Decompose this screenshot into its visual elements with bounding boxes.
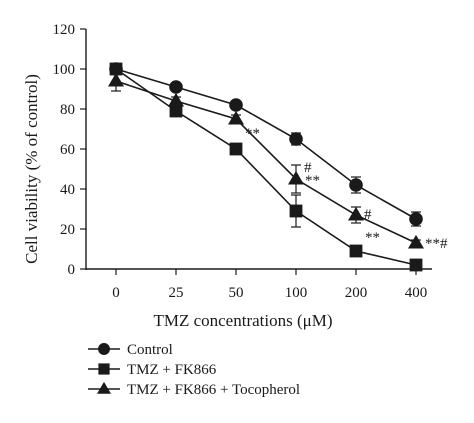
data-point-circle bbox=[169, 80, 183, 94]
data-point-circle bbox=[409, 212, 423, 226]
series-line bbox=[115, 68, 417, 266]
significance-annotation: # bbox=[304, 160, 312, 176]
data-point-triangle bbox=[288, 170, 304, 185]
significance-annotation: ** bbox=[305, 173, 320, 189]
data-point-square bbox=[289, 204, 303, 218]
x-axis-label: TMZ concentrations (μM) bbox=[153, 311, 332, 330]
data-point-circle bbox=[229, 98, 243, 112]
x-tick-label: 25 bbox=[169, 285, 184, 301]
x-tick-label: 400 bbox=[405, 285, 428, 301]
data-point-triangle bbox=[108, 72, 124, 87]
data-point-triangle bbox=[408, 234, 424, 249]
series-line bbox=[115, 80, 417, 244]
significance-annotation: **# bbox=[425, 236, 448, 252]
y-tick-label: 100 bbox=[53, 62, 76, 78]
data-point-square bbox=[109, 62, 123, 76]
series-square bbox=[109, 62, 423, 272]
significance-annotation: # bbox=[364, 207, 372, 223]
legend: Control TMZ + FK866 TMZ + FK866 + Tocopher… bbox=[88, 342, 300, 398]
y-tick-label: 0 bbox=[68, 262, 76, 278]
series-line bbox=[115, 68, 417, 220]
data-point-square bbox=[409, 258, 423, 272]
x-tick-label: 100 bbox=[285, 285, 308, 301]
x-tick-label: 50 bbox=[229, 285, 244, 301]
data-point-circle bbox=[289, 132, 303, 146]
plot-area: ****#**#**# bbox=[108, 62, 448, 272]
legend-item: TMZ + FK866 + Tocopherol bbox=[88, 381, 300, 398]
data-point-triangle bbox=[348, 206, 364, 221]
y-tick-label: 60 bbox=[60, 142, 75, 158]
data-point-square bbox=[229, 142, 243, 156]
data-point-circle bbox=[349, 178, 363, 192]
data-point-square bbox=[349, 244, 363, 258]
legend-marker-triangle bbox=[97, 381, 111, 394]
x-tick-label: 200 bbox=[345, 285, 368, 301]
y-axis-label: Cell viability (% of control) bbox=[22, 74, 41, 264]
y-tick-label: 40 bbox=[60, 182, 75, 198]
data-point-square bbox=[169, 104, 183, 118]
legend-label: TMZ + FK866 + Tocopherol bbox=[127, 382, 300, 398]
series-circle bbox=[109, 62, 423, 227]
y-tick-label: 80 bbox=[60, 102, 75, 118]
x-tick-label: 0 bbox=[112, 285, 120, 301]
data-point-triangle bbox=[168, 92, 184, 107]
legend-label: Control bbox=[127, 342, 173, 358]
y-tick-label: 120 bbox=[53, 22, 76, 38]
legend-item: Control bbox=[88, 342, 173, 358]
axes: 0 20 40 60 80 100 120 0 25 50 100 200 400 bbox=[53, 22, 432, 301]
legend-label: TMZ + FK866 bbox=[127, 362, 217, 378]
data-point-triangle bbox=[228, 110, 244, 125]
legend-marker-circle bbox=[98, 343, 110, 355]
series-triangle bbox=[108, 70, 424, 249]
significance-annotation: ** bbox=[245, 126, 260, 142]
significance-annotation: ** bbox=[365, 230, 380, 246]
legend-item: TMZ + FK866 bbox=[88, 362, 217, 378]
y-tick-label: 20 bbox=[60, 222, 75, 238]
legend-marker-square bbox=[98, 363, 110, 375]
